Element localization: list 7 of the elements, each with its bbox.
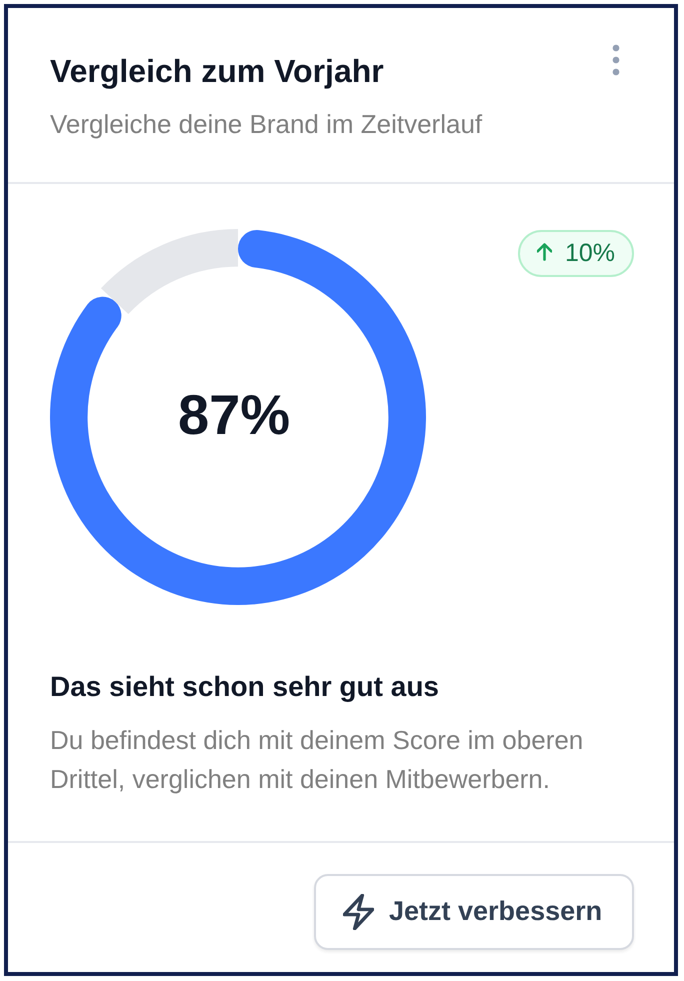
chart-subtitle: Vergleiche deine Brand im Zeitverlauf xyxy=(50,109,482,139)
chart-title: Vergleich zum Vorjahr xyxy=(50,53,384,89)
text: Jetzt verbessern xyxy=(389,896,602,926)
text: Du befindest dich mit deinem Score im oberen Drittel, verglichen mit deinen Mitbewerbern. xyxy=(50,724,584,796)
text: 87% xyxy=(178,383,290,446)
text: Das sieht schon sehr gut aus xyxy=(50,671,439,702)
text: 10% xyxy=(565,239,616,267)
